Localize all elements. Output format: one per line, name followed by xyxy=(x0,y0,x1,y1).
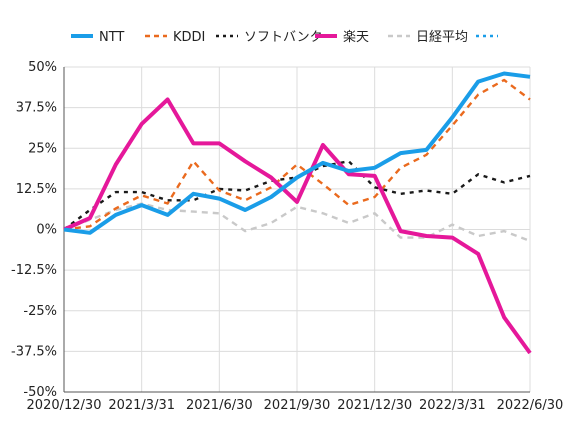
x-tick-label: 2021/12/30 xyxy=(337,398,412,413)
series-4-line xyxy=(63,97,532,355)
legend-label: ソフトバンク xyxy=(244,30,323,45)
x-tick-label: 2021/3/31 xyxy=(108,398,175,413)
y-tick-label: -12.5% xyxy=(11,263,57,278)
y-tick-label: 37.5% xyxy=(16,101,57,116)
y-tick-label: 50% xyxy=(28,60,57,75)
legend-label: 楽天 xyxy=(343,29,369,45)
legend-label: 日経平均 xyxy=(416,30,468,45)
y-tick-label: -25% xyxy=(23,304,57,319)
grid-lines xyxy=(63,66,531,393)
y-tick-label: 25% xyxy=(28,141,57,156)
legend-label: NTT xyxy=(99,30,124,45)
x-tick-label: 2022/6/30 xyxy=(497,398,564,413)
x-tick-label: 2021/6/30 xyxy=(186,398,253,413)
y-tick-label: -50% xyxy=(23,385,57,400)
x-axis-tick-labels: 2020/12/30 2021/3/31 2021/6/30 2021/9/30 202… xyxy=(27,398,564,413)
legend: NTT KDDI ソフトバンク 楽天 日経平均 xyxy=(71,29,498,45)
series-1-line xyxy=(63,71,531,235)
x-tick-label: 2020/12/30 xyxy=(27,398,102,413)
legend-label: KDDI xyxy=(173,30,205,45)
series-lines xyxy=(63,71,532,355)
x-tick-label: 2022/3/31 xyxy=(419,398,486,413)
y-tick-label: -37.5% xyxy=(11,344,57,359)
y-tick-label: 0% xyxy=(36,223,57,238)
y-tick-label: 12.5% xyxy=(16,182,57,197)
y-axis-tick-labels: 50% 37.5% 25% 12.5% 0% -12.5% -25% -37.5% -50% xyxy=(11,60,57,400)
x-tick-label: 2021/9/30 xyxy=(264,398,331,413)
